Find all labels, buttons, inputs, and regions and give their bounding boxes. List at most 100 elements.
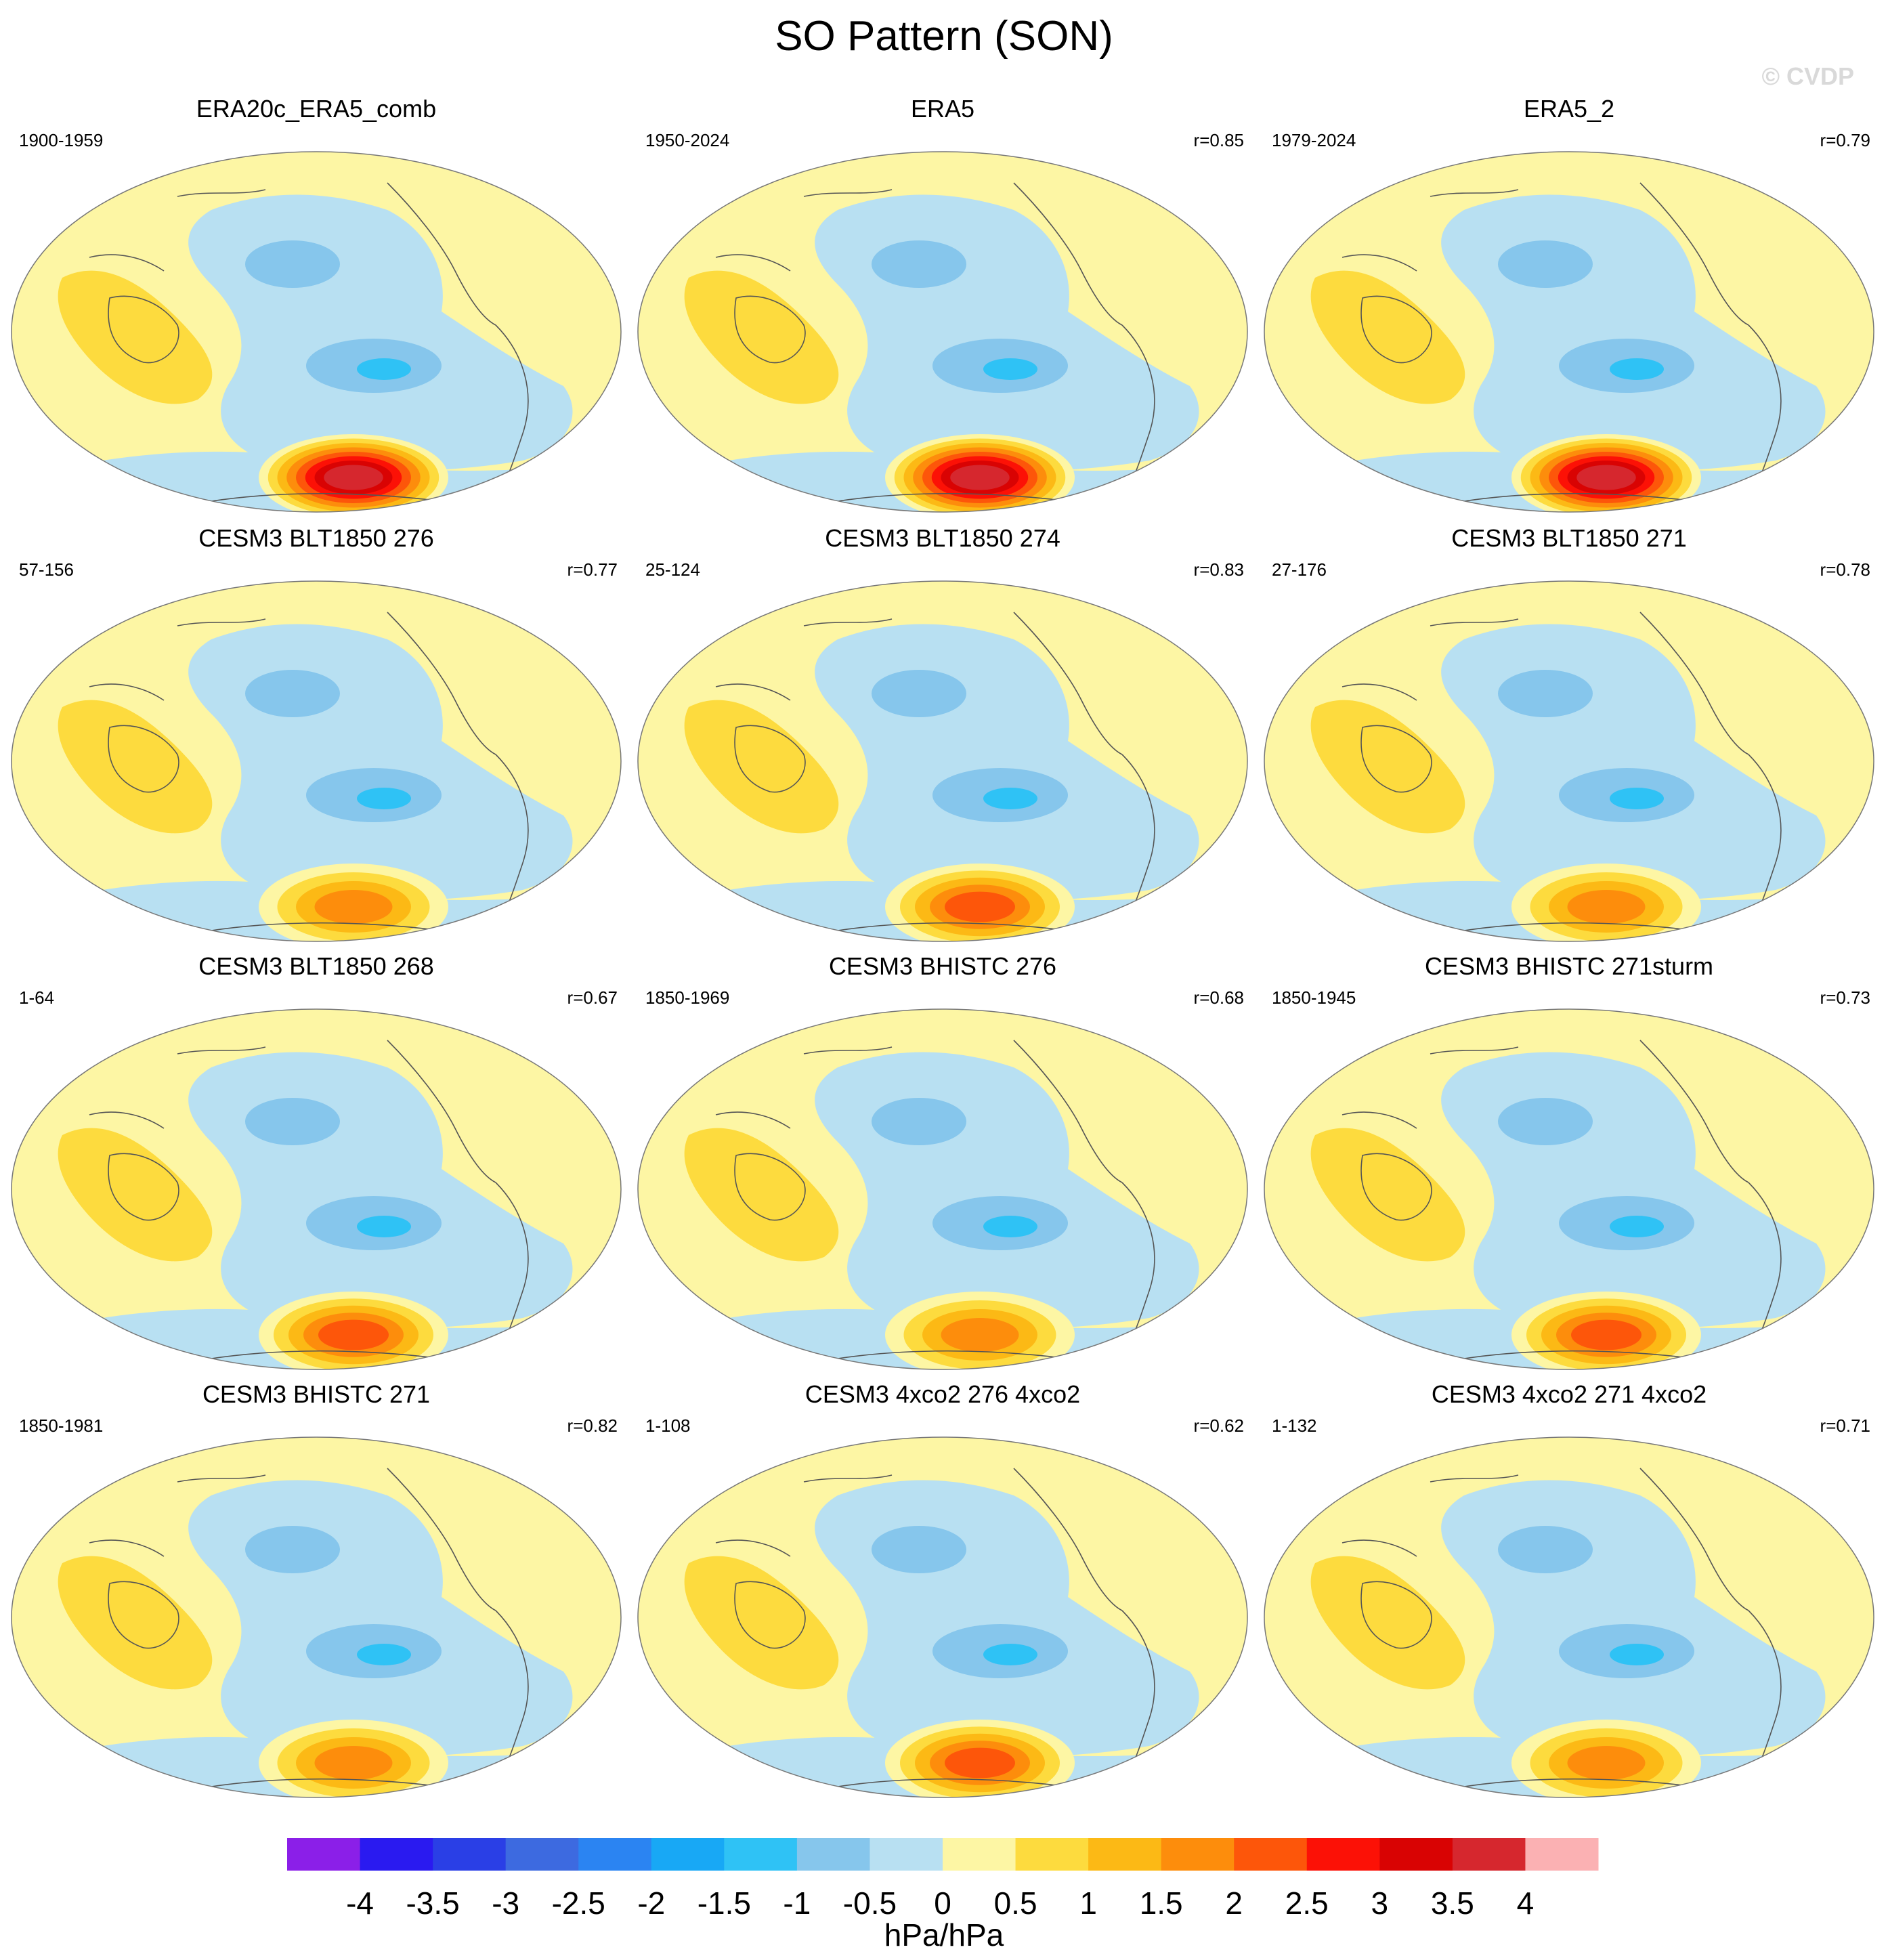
map-panel: CESM3 BHISTC 271sturm 1850-1945 r=0.73: [1261, 952, 1877, 1372]
cvdp-watermark: © CVDP: [1761, 62, 1854, 90]
colorbar-tick-label: 0.5: [994, 1886, 1037, 1921]
map-panel: CESM3 BLT1850 274 25-124 r=0.83: [635, 524, 1251, 944]
colorbar-box: [287, 1838, 361, 1871]
colorbar-units-label: hPa/hPa: [884, 1917, 1004, 1953]
colorbar-box: [724, 1838, 798, 1871]
map-globe: [1264, 1436, 1874, 1798]
panel-period: 57-156: [19, 559, 74, 580]
colorbar-box: [1379, 1838, 1453, 1871]
globe-border: [11, 1008, 622, 1370]
panel-title: ERA5: [910, 95, 975, 123]
map-globe: [11, 580, 622, 942]
globe-border: [11, 151, 622, 513]
negative-anomaly-core: [1610, 1644, 1664, 1665]
panel-correlation: r=0.62: [1193, 1415, 1244, 1436]
colorbar-tick-label: -1: [783, 1886, 811, 1921]
colorbar-tick-label: -0.5: [843, 1886, 897, 1921]
negative-anomaly-region: [1498, 1098, 1593, 1145]
colorbar-box: [870, 1838, 943, 1871]
colorbar-box: [651, 1838, 725, 1871]
map-globe: [637, 580, 1248, 942]
negative-anomaly-core: [1610, 358, 1664, 380]
panel-period: 1979-2024: [1272, 130, 1356, 150]
panel-period: 1-108: [645, 1415, 691, 1436]
panel-period: 1-132: [1272, 1415, 1317, 1436]
panel-correlation: r=0.78: [1820, 559, 1870, 580]
so-positive-anomaly-contour: [318, 1319, 389, 1350]
colorbar-box: [578, 1838, 652, 1871]
map-globe: [11, 1008, 622, 1370]
positive-anomaly-region: [684, 1128, 839, 1262]
colorbar-tick-label: -2: [637, 1886, 665, 1921]
colorbar-box: [1234, 1838, 1308, 1871]
negative-anomaly-region: [245, 1526, 340, 1573]
panel-correlation: r=0.73: [1820, 987, 1870, 1008]
panel-title: CESM3 4xco2 276 4xco2: [804, 1380, 1081, 1408]
so-positive-anomaly-contour: [941, 1318, 1019, 1352]
colorbar-box: [433, 1838, 507, 1871]
map-panel: ERA20c_ERA5_comb 1900-1959: [8, 95, 624, 515]
panel-period: 27-176: [1272, 559, 1327, 580]
colorbar-tick-label: 1.5: [1140, 1886, 1183, 1921]
globe-border: [11, 580, 622, 942]
positive-anomaly-region: [58, 700, 213, 834]
panel-correlation: r=0.77: [567, 559, 618, 580]
panel-period: 1850-1945: [1272, 987, 1356, 1008]
panel-title: ERA5_2: [1523, 95, 1615, 123]
colorbar-tick-label: -1.5: [698, 1886, 751, 1921]
globe-border: [1264, 151, 1874, 513]
positive-anomaly-region: [1310, 700, 1465, 834]
negative-anomaly-core: [357, 1216, 411, 1237]
colorbar-box: [1161, 1838, 1235, 1871]
map-globe: [11, 151, 622, 513]
colorbar-tick-label: 4: [1517, 1886, 1535, 1921]
map-panel: ERA5_2 1979-2024 r=0.79: [1261, 95, 1877, 515]
colorbar-box: [796, 1838, 870, 1871]
negative-anomaly-core: [983, 788, 1037, 809]
panel-title: CESM3 BLT1850 274: [825, 524, 1060, 552]
colorbar-box: [360, 1838, 433, 1871]
negative-anomaly-region: [1498, 240, 1593, 288]
positive-anomaly-region: [1310, 1556, 1465, 1690]
colorbar-box: [943, 1838, 1016, 1871]
colorbar-tick-label: 1: [1079, 1886, 1097, 1921]
panel-correlation: r=0.68: [1193, 987, 1244, 1008]
map-panel: CESM3 BLT1850 268 1-64 r=0.67: [8, 952, 624, 1372]
globe-border: [1264, 1436, 1874, 1798]
map-globe: [1264, 1008, 1874, 1370]
panel-period: 1900-1959: [19, 130, 104, 150]
so-positive-anomaly-contour: [945, 1747, 1015, 1778]
negative-anomaly-region: [872, 1526, 966, 1573]
colorbar-tick-label: -3: [492, 1886, 519, 1921]
map-globe: [637, 151, 1248, 513]
negative-anomaly-region: [245, 240, 340, 288]
negative-anomaly-region: [1498, 670, 1593, 717]
so-positive-anomaly-contour: [314, 890, 393, 924]
panel-title: CESM3 BHISTC 271sturm: [1424, 952, 1714, 980]
map-panel: CESM3 BLT1850 271 27-176 r=0.78: [1261, 524, 1877, 944]
panel-title: CESM3 4xco2 271 4xco2: [1431, 1380, 1707, 1408]
negative-anomaly-core: [357, 358, 411, 380]
map-panel: CESM3 BHISTC 271 1850-1981 r=0.82: [8, 1380, 624, 1800]
globe-border: [11, 1436, 622, 1798]
colorbar-tick-label: 2.5: [1285, 1886, 1329, 1921]
panel-period: 1850-1969: [645, 987, 730, 1008]
panel-period: 1850-1981: [19, 1415, 104, 1436]
map-panel: CESM3 BHISTC 276 1850-1969 r=0.68: [635, 952, 1251, 1372]
map-panel: ERA5 1950-2024 r=0.85: [635, 95, 1251, 515]
so-positive-anomaly-contour: [1576, 465, 1636, 490]
panel-correlation: r=0.85: [1193, 130, 1244, 150]
colorbar-box: [1015, 1838, 1089, 1871]
map-globe: [637, 1436, 1248, 1798]
so-positive-anomaly-contour: [945, 891, 1015, 922]
panel-period: 25-124: [645, 559, 700, 580]
map-globe: [1264, 151, 1874, 513]
positive-anomaly-region: [1310, 1128, 1465, 1262]
colorbar-tick-label: -3.5: [406, 1886, 459, 1921]
positive-anomaly-region: [58, 1556, 213, 1690]
so-positive-anomaly-contour: [1571, 1319, 1642, 1350]
panel-period: 1950-2024: [645, 130, 730, 150]
panel-correlation: r=0.83: [1193, 559, 1244, 580]
negative-anomaly-core: [1610, 788, 1664, 809]
